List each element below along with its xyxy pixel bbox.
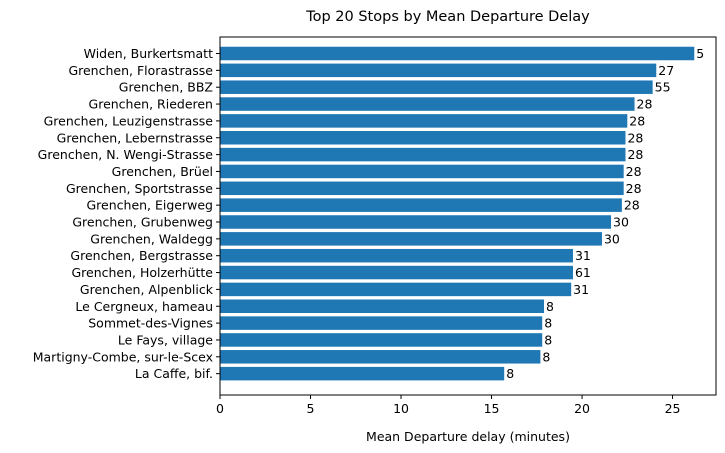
x-tick-label: 15 <box>484 401 500 416</box>
x-ticks: 0 5 10 15 20 25 <box>216 395 681 416</box>
y-tick-label: Grenchen, Sportstrasse <box>66 181 213 196</box>
bar <box>220 181 624 196</box>
bar <box>220 63 657 78</box>
bar <box>220 164 624 179</box>
x-tick-label: 10 <box>393 401 409 416</box>
y-tick-label: Grenchen, Holzerhütte <box>71 265 213 280</box>
bar <box>220 265 573 280</box>
bar-value-label: 28 <box>637 97 653 112</box>
bar-value-label: 27 <box>658 63 674 78</box>
x-tick-label: 25 <box>665 401 681 416</box>
bar-value-label: 31 <box>573 282 589 297</box>
bar <box>220 366 505 381</box>
y-tick-label: Grenchen, Grubenweg <box>72 215 213 230</box>
bar-value-label: 8 <box>544 332 552 347</box>
bar-value-label: 28 <box>624 198 640 213</box>
bar-value-label: 8 <box>542 349 550 364</box>
y-tick-label: Grenchen, Florastrasse <box>68 63 213 78</box>
y-tick-label: Grenchen, Brüel <box>112 164 213 179</box>
y-tick-label: Grenchen, BBZ <box>119 80 213 95</box>
y-tick-label: Widen, Burkertsmatt <box>84 46 213 61</box>
bar-value-label: 30 <box>613 215 629 230</box>
y-tick-labels: Widen, Burkertsmatt Grenchen, Florastrass… <box>33 46 220 381</box>
bar-value-label: 28 <box>629 113 645 128</box>
y-tick-label: Le Fays, village <box>118 332 213 347</box>
bar-value-label: 28 <box>627 130 643 145</box>
x-tick-label: 5 <box>307 401 315 416</box>
bar <box>220 215 612 229</box>
bar-value-label: 8 <box>546 299 554 314</box>
y-tick-label: Grenchen, Alpenblick <box>80 282 214 297</box>
bar <box>220 232 602 246</box>
y-tick-label: Grenchen, Bergstrasse <box>70 248 213 263</box>
bar <box>220 248 573 263</box>
bars-layer <box>220 46 695 381</box>
bar-value-label: 5 <box>696 46 704 61</box>
bar-value-label: 28 <box>626 164 642 179</box>
bar <box>220 97 635 111</box>
bar-value-label: 30 <box>604 231 620 246</box>
bar-value-label: 8 <box>544 316 552 331</box>
bar <box>220 131 626 145</box>
y-tick-label: Grenchen, Lebernstrasse <box>57 130 214 145</box>
y-tick-label: Le Cergneux, hameau <box>75 299 213 314</box>
y-tick-label: Sommet-des-Vignes <box>88 316 213 331</box>
x-tick-label: 0 <box>216 401 224 416</box>
bar <box>220 147 626 162</box>
bar <box>220 114 628 128</box>
y-tick-label: Grenchen, Eigerweg <box>86 198 213 213</box>
y-tick-label: Martigny-Combe, sur-le-Scex <box>33 349 213 364</box>
bar-value-label: 31 <box>575 248 591 263</box>
bar <box>220 80 653 94</box>
bar <box>220 299 545 313</box>
y-tick-label: Grenchen, Leuzigenstrasse <box>44 113 214 128</box>
bar-value-label: 61 <box>575 265 591 280</box>
y-tick-label: Grenchen, Riederen <box>89 97 213 112</box>
x-tick-label: 20 <box>574 401 590 416</box>
bar <box>220 333 543 347</box>
bar-value-label: 28 <box>627 147 643 162</box>
y-tick-label: Grenchen, Waldegg <box>90 231 213 246</box>
bar-value-label: 8 <box>506 366 514 381</box>
bar <box>220 350 541 364</box>
bar-value-label: 55 <box>655 80 671 95</box>
chart-title: Top 20 Stops by Mean Departure Delay <box>305 9 590 25</box>
bar-value-label: 28 <box>626 181 642 196</box>
bar <box>220 282 572 297</box>
bar <box>220 46 695 61</box>
y-tick-label: La Caffe, bif. <box>135 366 213 381</box>
bar <box>220 198 622 212</box>
x-axis-title: Mean Departure delay (minutes) <box>366 429 570 444</box>
bar <box>220 316 543 330</box>
y-tick-label: Grenchen, N. Wengi-Strasse <box>38 147 214 162</box>
plot-frame <box>219 36 717 396</box>
